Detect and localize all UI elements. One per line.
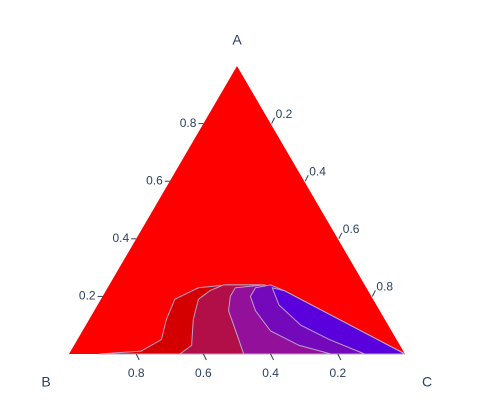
tick-label: 0.8	[180, 116, 197, 130]
tick-label: 0.2	[79, 289, 96, 303]
tick-label: 0.8	[128, 366, 145, 380]
tick-mark	[338, 232, 343, 240]
axis-title-a: A	[232, 32, 242, 48]
contour-region	[69, 66, 405, 354]
tick-label: 0.2	[276, 107, 293, 121]
tick-mark	[371, 290, 376, 297]
contour-region	[271, 287, 406, 355]
tick-mark	[135, 353, 140, 361]
axis-title-b: B	[41, 374, 50, 390]
tick-label: 0.4	[113, 231, 130, 245]
tick-label: 0.6	[146, 173, 163, 187]
tick-label: 0.6	[195, 366, 212, 380]
tick-mark	[271, 117, 276, 124]
tick-label: 0.8	[376, 280, 393, 294]
tick-label: 0.4	[262, 366, 279, 380]
tick-label: 0.4	[309, 164, 326, 178]
axis-title-c: C	[422, 374, 432, 390]
tick-label: 0.6	[343, 222, 360, 236]
tick-label: 0.2	[329, 366, 346, 380]
tick-mark	[304, 174, 309, 182]
tick-mark	[270, 353, 275, 361]
tick-mark	[202, 353, 207, 361]
tick-mark	[337, 353, 342, 361]
